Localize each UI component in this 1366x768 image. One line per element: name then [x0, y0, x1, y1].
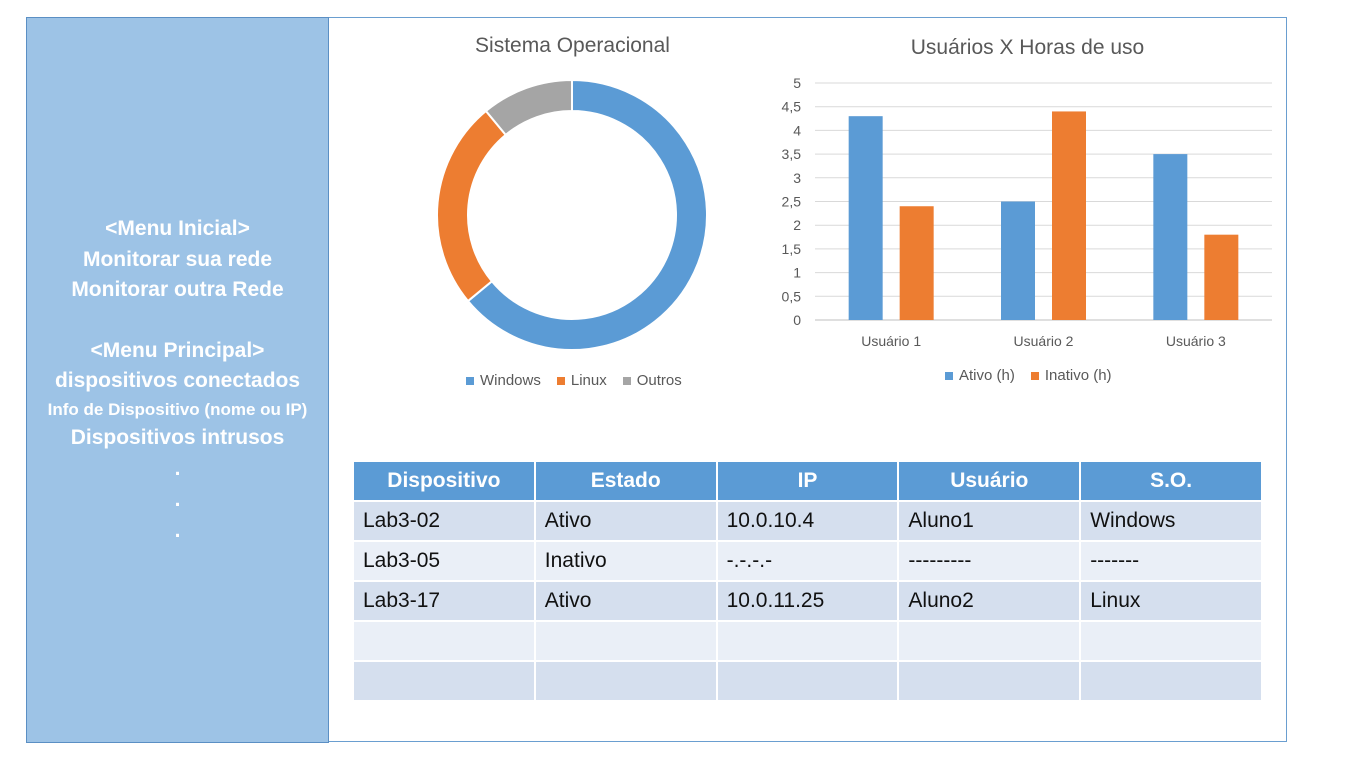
ellipsis-dot: . [174, 488, 181, 511]
menu-item-intruders[interactable]: Dispositivos intrusos [70, 425, 285, 449]
table-cell: -.-.-.- [717, 542, 898, 580]
table-cell [717, 662, 898, 700]
bar-ativo-3 [1153, 154, 1188, 320]
table-cell [717, 622, 898, 660]
x-tick-label: Usuário 2 [1014, 333, 1074, 349]
y-tick-label: 4,5 [782, 99, 802, 115]
table-cell: Lab3-02 [354, 502, 534, 540]
table-row[interactable]: Lab3-17 Ativo 10.0.11.25 Aluno2 Linux [354, 582, 1261, 620]
menu-item-monitor-other-network[interactable]: Monitorar outra Rede [71, 278, 284, 301]
table-cell: 10.0.11.25 [717, 582, 898, 620]
y-tick-label: 2 [793, 217, 801, 233]
table-cell: Inativo [535, 542, 716, 580]
legend-label-ativo: Ativo (h) [959, 367, 1015, 384]
donut-chart-title: Sistema Operacional [475, 34, 670, 57]
bar-ativo-2 [1001, 201, 1035, 320]
table-cell [535, 622, 716, 660]
devices-table: Dispositivo Estado IP Usuário S.O. Lab3-… [352, 460, 1263, 702]
table-cell: Lab3-17 [354, 582, 534, 620]
donut-chart [436, 78, 708, 351]
donut-slice-linux [436, 109, 508, 303]
table-cell [354, 622, 534, 660]
donut-slice-outros [484, 78, 573, 137]
ellipsis-dot: . [174, 457, 181, 480]
y-tick-label: 5 [793, 75, 801, 91]
bar-ativo-1 [848, 116, 883, 321]
table-row[interactable] [354, 622, 1261, 660]
table-cell: Aluno1 [899, 502, 1080, 540]
table-cell: Linux [1081, 582, 1261, 620]
table-cell: Ativo [535, 582, 716, 620]
legend-label-inativo: Inativo (h) [1044, 367, 1112, 384]
sidebar-menu: <Menu Inicial> Monitorar sua rede Monito… [26, 17, 329, 743]
legend-label-outros: Outros [636, 372, 682, 389]
donut-legend: Windows Linux Outros [466, 372, 698, 389]
column-header-ip[interactable]: IP [717, 462, 898, 500]
legend-swatch-windows [466, 376, 474, 385]
table-row[interactable]: Lab3-02 Ativo 10.0.10.4 Aluno1 Windows [354, 502, 1261, 540]
menu-principal-header: <Menu Principal> [90, 338, 265, 362]
bar-chart-title: Usuários X Horas de uso [910, 36, 1145, 59]
y-tick-label: 2,5 [782, 194, 802, 210]
column-header-dispositivo[interactable]: Dispositivo [354, 462, 534, 500]
legend-item-linux: Linux [556, 372, 607, 389]
y-tick-label: 4 [793, 122, 801, 138]
y-tick-label: 1,5 [782, 241, 802, 257]
table-cell: ------- [1081, 542, 1261, 580]
legend-swatch-inativo [1030, 371, 1039, 380]
y-tick-label: 3 [793, 170, 801, 186]
legend-swatch-outros [622, 376, 631, 385]
bar-inativo-2 [1052, 111, 1086, 320]
x-tick-label: Usuário 3 [1166, 333, 1226, 349]
y-tick-label: 1 [793, 265, 801, 281]
column-header-usuario[interactable]: Usuário [899, 462, 1080, 500]
table-cell [354, 662, 534, 700]
legend-item-windows: Windows [466, 372, 541, 389]
table-header-row: Dispositivo Estado IP Usuário S.O. [354, 462, 1261, 500]
legend-swatch-linux [556, 376, 565, 385]
y-tick-label: 0 [793, 312, 801, 328]
column-header-estado[interactable]: Estado [535, 462, 716, 500]
column-header-so[interactable]: S.O. [1081, 462, 1261, 500]
legend-label-linux: Linux [570, 372, 607, 389]
bar-legend: Ativo (h) Inativo (h) [945, 367, 1128, 384]
legend-item-ativo: Ativo (h) [945, 367, 1015, 384]
menu-item-device-info[interactable]: Info de Dispositivo (nome ou IP) [47, 399, 308, 419]
table-cell [899, 662, 1080, 700]
y-tick-label: 0,5 [782, 288, 802, 304]
bar-chart: 0 0,5 1 1,5 2 2,5 3 3,5 4 4,5 5 Usuário 1 Usuário 2 U… [782, 75, 1272, 349]
legend-label-windows: Windows [480, 372, 541, 389]
legend-item-inativo: Inativo (h) [1030, 367, 1112, 384]
menu-item-connected-devices[interactable]: dispositivos conectados [54, 369, 301, 392]
menu-inicial-header: <Menu Inicial> [105, 217, 250, 240]
donut-slice-windows [466, 78, 708, 351]
table-row[interactable] [354, 662, 1261, 700]
x-tick-label: Usuário 1 [861, 333, 921, 349]
legend-swatch-ativo [945, 371, 953, 380]
table-cell: Lab3-05 [354, 542, 534, 580]
table-cell [1081, 662, 1261, 700]
y-tick-label: 3,5 [782, 146, 802, 162]
table-cell: Ativo [535, 502, 716, 540]
table-cell: --------- [899, 542, 1080, 580]
table-cell: Aluno2 [899, 582, 1080, 620]
table-cell [899, 622, 1080, 660]
table-cell: Windows [1081, 502, 1261, 540]
bar-inativo-1 [899, 206, 934, 320]
bar-inativo-3 [1204, 234, 1239, 320]
table-cell: 10.0.10.4 [717, 502, 898, 540]
table-cell [1081, 622, 1261, 660]
legend-item-outros: Outros [622, 372, 682, 389]
menu-item-monitor-own-network[interactable]: Monitorar sua rede [82, 247, 273, 271]
table-cell [535, 662, 716, 700]
table-row[interactable]: Lab3-05 Inativo -.-.-.- --------- ------… [354, 542, 1261, 580]
ellipsis-dot: . [174, 519, 181, 542]
